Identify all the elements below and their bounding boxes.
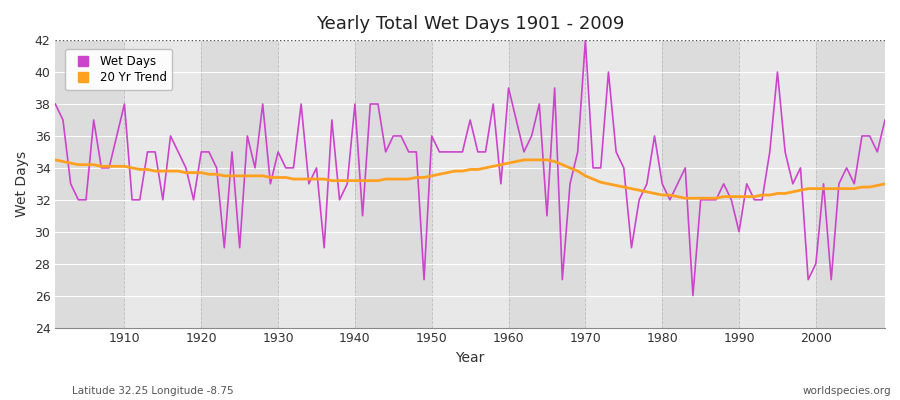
Title: Yearly Total Wet Days 1901 - 2009: Yearly Total Wet Days 1901 - 2009 <box>316 15 625 33</box>
Y-axis label: Wet Days: Wet Days <box>15 151 29 217</box>
Text: worldspecies.org: worldspecies.org <box>803 386 891 396</box>
Legend: Wet Days, 20 Yr Trend: Wet Days, 20 Yr Trend <box>66 49 173 90</box>
Bar <box>124 40 202 328</box>
Bar <box>585 40 662 328</box>
Bar <box>202 40 278 328</box>
Bar <box>355 40 432 328</box>
Bar <box>55 40 124 328</box>
Bar <box>816 40 885 328</box>
X-axis label: Year: Year <box>455 351 485 365</box>
Bar <box>662 40 739 328</box>
Bar <box>432 40 508 328</box>
Bar <box>739 40 816 328</box>
Text: Latitude 32.25 Longitude -8.75: Latitude 32.25 Longitude -8.75 <box>72 386 234 396</box>
Bar <box>508 40 585 328</box>
Bar <box>278 40 355 328</box>
